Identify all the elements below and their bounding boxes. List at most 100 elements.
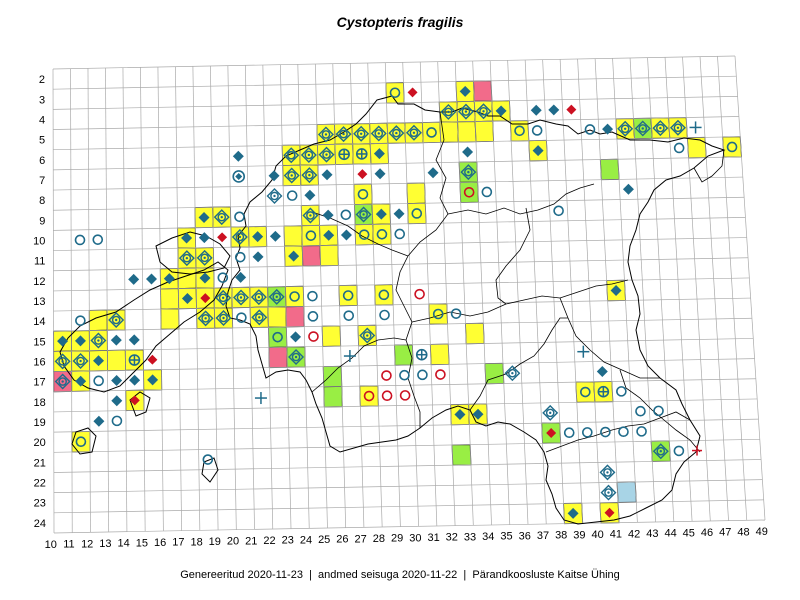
y-tick-label: 16 xyxy=(33,357,45,369)
grid-hline xyxy=(53,116,739,130)
occurrence-symbol-cdia xyxy=(355,206,372,223)
x-tick-label: 40 xyxy=(592,529,604,541)
y-tick-label: 14 xyxy=(33,316,45,328)
grid-vline xyxy=(647,57,675,522)
x-tick-label: 23 xyxy=(282,535,294,547)
occurrence-symbol-ring xyxy=(399,369,410,381)
occurrence-symbol-rdia xyxy=(566,104,577,115)
occurrence-symbol-cdia xyxy=(215,289,232,306)
occurrence-symbol-rdia xyxy=(129,395,140,406)
grid-vline xyxy=(384,62,401,527)
internal-border-7 xyxy=(469,317,568,411)
occurrence-symbol-dia xyxy=(462,146,474,158)
y-tick-label: 8 xyxy=(39,195,45,207)
occupied-cell xyxy=(473,80,493,102)
internal-border-9 xyxy=(311,337,407,393)
occupied-cell xyxy=(451,444,472,466)
occurrence-symbol-dia xyxy=(567,507,579,519)
occurrence-symbol-cdia xyxy=(457,103,474,120)
occupied-cell xyxy=(301,224,321,247)
occurrence-symbol-dia xyxy=(304,189,316,201)
occurrence-symbol-ocdia xyxy=(283,147,300,164)
footer-data-state: andmed seisuga 2020-11-22 xyxy=(318,569,458,581)
grid-vline xyxy=(70,68,73,533)
occurrence-symbol-dia xyxy=(596,366,608,378)
occurrence-symbol-rring xyxy=(435,369,446,380)
occurrence-symbol-dia xyxy=(199,272,211,284)
occurrence-symbol-dia xyxy=(111,375,123,387)
y-tick-label: 10 xyxy=(33,235,45,247)
occurrence-symbol-cdia xyxy=(302,207,319,224)
occurrence-symbol-dia xyxy=(290,331,302,343)
grid-vline xyxy=(734,55,766,521)
x-tick-label: 22 xyxy=(263,535,275,547)
occurrence-symbol-ring xyxy=(286,190,298,201)
occurrence-symbol-ring xyxy=(531,125,543,136)
occurrence-symbol-cring xyxy=(597,385,610,398)
occurrence-symbol-cdia xyxy=(54,373,71,390)
grid-hline xyxy=(53,317,752,332)
occurrence-symbol-dia xyxy=(268,170,280,182)
occurrence-symbol-dia xyxy=(232,150,244,162)
y-tick-label: 20 xyxy=(34,437,46,449)
occupied-cell xyxy=(160,288,180,310)
occurrence-symbol-cdia xyxy=(288,349,305,366)
y-tick-label: 9 xyxy=(39,215,45,227)
occupied-cell xyxy=(722,136,743,158)
occurrence-symbol-ring xyxy=(580,386,591,398)
occupied-cell xyxy=(394,344,414,366)
grid-hline xyxy=(52,55,736,70)
grid-vline xyxy=(717,56,748,521)
x-tick-label: 11 xyxy=(63,539,74,551)
occurrence-symbol-ring xyxy=(111,415,123,427)
occurrence-symbol-cdia xyxy=(233,289,250,306)
x-tick-label: 41 xyxy=(610,529,622,541)
occurrence-symbol-dia xyxy=(548,104,560,116)
occupied-cell xyxy=(319,244,339,267)
occupied-cell xyxy=(428,303,448,325)
occurrence-symbol-cdia xyxy=(266,187,283,204)
internal-border-5 xyxy=(495,207,531,305)
grid-vline xyxy=(349,63,365,528)
grid-vline xyxy=(210,65,219,531)
footer-generated: Genereeritud 2020-11-23 xyxy=(180,569,303,581)
occurrence-symbol-cdia xyxy=(317,126,334,143)
occupied-cell xyxy=(407,202,427,225)
occurrence-symbol-dia xyxy=(323,229,335,241)
x-tick-label: 15 xyxy=(136,537,148,549)
y-tick-label: 11 xyxy=(34,256,45,268)
occurrence-symbol-cdia xyxy=(370,125,387,142)
occurrence-symbol-ring xyxy=(389,87,401,99)
occurrence-symbol-ring xyxy=(618,426,629,438)
grid-vline xyxy=(87,68,91,533)
grid-hline xyxy=(53,95,738,110)
occupied-cell xyxy=(284,285,305,308)
occurrence-symbol-ring xyxy=(357,188,369,200)
occurrence-symbol-dia xyxy=(163,273,175,285)
occurrence-symbol-ring xyxy=(481,186,493,198)
grid-hline xyxy=(53,156,742,171)
occurrence-symbol-rdia xyxy=(546,428,557,439)
occurrence-symbol-cdia xyxy=(268,288,285,305)
x-tick-label: 44 xyxy=(664,528,676,540)
y-tick-label: 22 xyxy=(34,478,46,490)
map-footer: Genereeritud 2020-11-23 | andmed seisuga… xyxy=(0,569,800,581)
x-tick-label: 46 xyxy=(701,527,713,539)
footer-separator-2: | xyxy=(457,569,473,581)
grid-vline xyxy=(682,56,711,522)
occurrence-symbol-dia xyxy=(393,208,405,220)
island-small-1 xyxy=(71,427,97,455)
grid-vline xyxy=(472,60,492,526)
grid-hline xyxy=(53,519,766,534)
x-tick-label: 14 xyxy=(118,538,130,550)
grid-vline xyxy=(542,59,565,524)
occurrence-symbol-dia xyxy=(235,271,247,283)
x-tick-label: 43 xyxy=(646,528,658,540)
grid-vline xyxy=(629,57,656,523)
grid-vline xyxy=(454,61,474,526)
island-big-west xyxy=(59,261,229,393)
occurrence-symbol-dia xyxy=(459,85,471,97)
occurrence-symbol-ring xyxy=(616,386,627,397)
occurrence-symbol-cdia xyxy=(215,310,232,326)
occurrence-symbol-dia xyxy=(322,209,334,221)
